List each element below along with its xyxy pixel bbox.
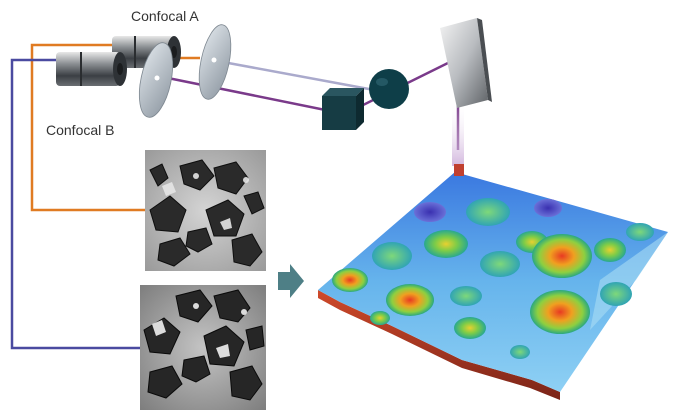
surface-edge [318, 290, 560, 400]
surface-grains [332, 198, 654, 359]
microscope-image-b [140, 285, 266, 410]
mirror [440, 18, 492, 108]
path-b-wire [10, 58, 145, 350]
path-a-wire [30, 43, 145, 212]
lens [369, 69, 409, 109]
confocal-a-label: Confocal A [131, 8, 199, 24]
surface-3d-map [318, 164, 668, 400]
beam-b [157, 74, 346, 116]
arrow-right-icon [278, 264, 304, 298]
pinhole-disk-b [138, 42, 174, 118]
confocal-b-label: Confocal B [46, 122, 115, 138]
beam-to-sample [452, 100, 464, 166]
microscope-image-a [145, 150, 266, 271]
confocal-b-camera [56, 52, 127, 86]
pinhole-disk-a [198, 24, 232, 100]
beam-a [211, 58, 386, 94]
beam-splitter-cube [322, 88, 364, 130]
surface-peak [454, 164, 464, 176]
surface-base [318, 172, 668, 392]
